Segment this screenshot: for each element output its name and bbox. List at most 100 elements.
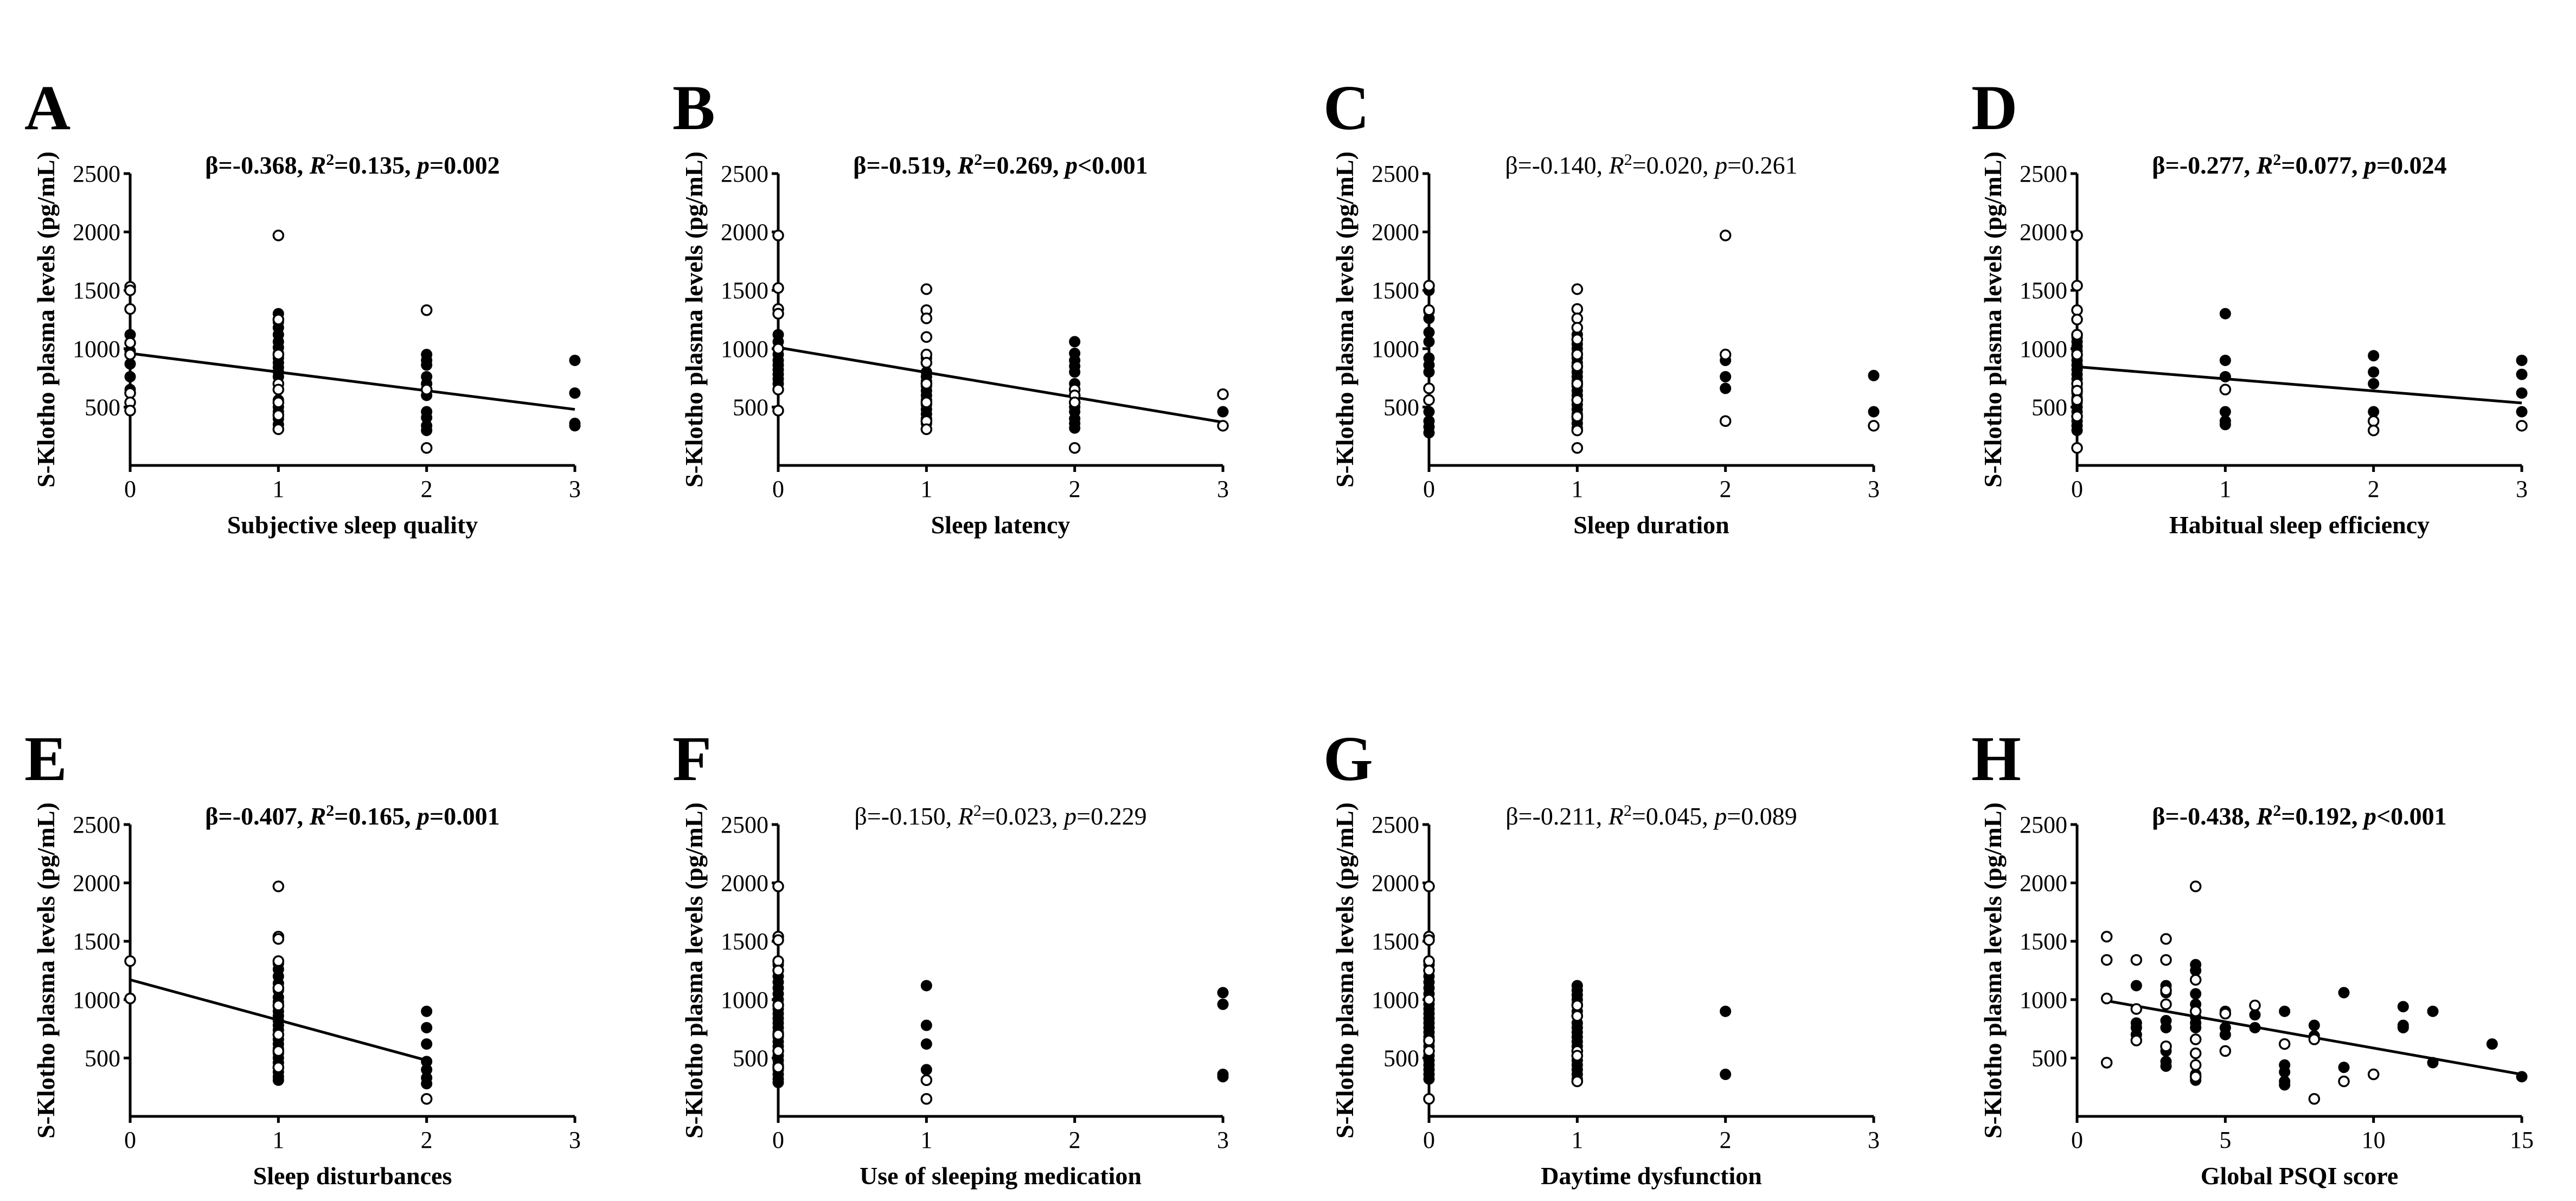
y-tick-label-d-2000: 2000: [2020, 219, 2067, 246]
data-point-filled-h-26: [2249, 1021, 2261, 1033]
data-point-open-a-13: [272, 397, 285, 408]
data-point-open-h-13: [2189, 974, 2202, 986]
data-point-open-a-16: [420, 304, 433, 316]
data-point-filled-d-23: [2219, 370, 2231, 382]
stats-r2-letter-a: R: [309, 151, 326, 179]
y-tick-label-h-1500: 1500: [2020, 928, 2067, 955]
stats-annotation-d: β=-0.277, R2=0.077, p=0.024: [2152, 151, 2446, 180]
panel-g: G S-Klotho plasma levels (pg/mL) 500 1000 15…: [1323, 723, 1880, 1190]
data-point-filled-a-2: [124, 358, 136, 370]
data-point-open-c-7: [1571, 322, 1584, 334]
data-point-open-a-3: [124, 337, 136, 349]
data-point-filled-c-12: [1423, 427, 1435, 439]
y-axis-label-d: S-Klotho plasma levels (pg/mL): [1979, 151, 2007, 488]
y-tick-label-b-500: 500: [733, 394, 768, 420]
x-tick-label-h-0: 0: [2071, 1127, 2083, 1153]
y-tick-label-f-1500: 1500: [721, 928, 768, 955]
stats-annotation-a: β=-0.368, R2=0.135, p=0.002: [205, 151, 499, 180]
data-point-open-a-9: [272, 314, 285, 325]
data-point-filled-c-3: [1423, 327, 1435, 338]
y-tick-label-e-1500: 1500: [73, 928, 120, 955]
y-tick-label-f-1000: 1000: [721, 987, 768, 1013]
stats-r2-sup-h: 2: [2273, 802, 2281, 820]
stats-beta-a: β=-0.368,: [205, 151, 303, 179]
data-point-filled-d-29: [2368, 378, 2380, 389]
y-tick-label-a-2500: 2500: [73, 161, 120, 187]
data-point-filled-h-35: [2338, 1062, 2350, 1074]
stats-annotation-f: β=-0.150, R2=0.023, p=0.229: [854, 802, 1146, 831]
y-tick-label-d-2500: 2500: [2020, 161, 2067, 187]
y-axis-label-e: S-Klotho plasma levels (pg/mL): [32, 802, 60, 1139]
stats-r2-value-c: =0.020,: [1632, 151, 1709, 179]
data-point-filled-f-29: [1217, 987, 1229, 999]
data-point-filled-d-33: [2516, 387, 2528, 399]
panel-d: D S-Klotho plasma levels (pg/mL) 500 1000 15…: [1971, 72, 2528, 539]
stats-beta-h: β=-0.438,: [2152, 802, 2250, 830]
data-point-filled-d-28: [2368, 366, 2380, 378]
data-point-open-b-21: [1217, 388, 1229, 400]
data-point-filled-d-21: [2219, 308, 2231, 320]
data-point-open-g-10: [1571, 1010, 1584, 1022]
data-point-filled-h-34: [2338, 987, 2350, 999]
data-point-open-g-12: [1571, 1050, 1584, 1062]
data-point-open-d-3: [2071, 314, 2083, 325]
y-tick-label-f-2500: 2500: [721, 812, 768, 838]
y-axis-label-a: S-Klotho plasma levels (pg/mL): [32, 151, 60, 488]
data-point-filled-d-22: [2219, 354, 2231, 366]
data-point-open-a-17: [420, 384, 433, 395]
data-point-filled-f-27: [920, 1038, 932, 1050]
data-point-open-g-8: [1423, 1093, 1435, 1105]
y-tick-label-d-1500: 1500: [2020, 277, 2067, 304]
data-point-filled-c-38: [1868, 369, 1880, 381]
data-point-open-e-5: [272, 955, 285, 967]
y-tick-label-c-2000: 2000: [1372, 219, 1419, 246]
stats-r2-sup-f: 2: [973, 802, 982, 820]
data-point-open-b-7: [920, 283, 933, 295]
data-point-open-c-8: [1571, 333, 1584, 346]
data-point-open-h-7: [2160, 933, 2172, 945]
data-point-open-h-10: [2160, 998, 2172, 1011]
data-point-open-c-4: [1571, 283, 1584, 295]
stats-p-letter-h: p: [2362, 802, 2376, 830]
data-point-filled-h-0: [2130, 980, 2142, 992]
panel-a: A S-Klotho plasma levels (pg/mL) 500 1000 15…: [24, 72, 581, 539]
panel-letter-a: A: [24, 72, 71, 143]
data-point-filled-h-24: [2219, 1028, 2231, 1040]
data-point-open-b-13: [920, 378, 933, 390]
data-point-open-d-14: [2516, 420, 2528, 432]
data-point-filled-h-40: [2427, 1057, 2439, 1069]
y-tick-label-e-500: 500: [85, 1045, 120, 1071]
x-tick-label-e-2: 2: [421, 1127, 433, 1153]
data-point-open-h-24: [2308, 1033, 2321, 1045]
stats-annotation-e: β=-0.407, R2=0.165, p=0.001: [205, 802, 499, 831]
data-point-filled-h-39: [2427, 1005, 2439, 1017]
data-point-filled-d-32: [2516, 368, 2528, 380]
y-tick-label-g-2500: 2500: [1372, 812, 1419, 838]
stats-r2-sup-a: 2: [326, 151, 334, 169]
data-point-open-c-3: [1423, 394, 1435, 406]
stats-r2-sup-e: 2: [326, 802, 334, 820]
stats-r2-letter-h: R: [2256, 802, 2273, 830]
data-point-filled-h-38: [2397, 1021, 2409, 1033]
y-tick-label-g-1000: 1000: [1372, 987, 1419, 1013]
data-point-open-c-11: [1571, 378, 1584, 390]
data-point-open-d-4: [2071, 329, 2083, 341]
y-axis-label-b: S-Klotho plasma levels (pg/mL): [680, 151, 708, 488]
data-point-filled-f-26: [920, 1019, 932, 1031]
data-point-open-a-1: [124, 284, 136, 296]
data-point-open-d-9: [2071, 410, 2083, 423]
stats-p-value-f: =0.229: [1076, 802, 1146, 830]
data-point-filled-f-25: [920, 980, 932, 992]
data-point-open-c-10: [1571, 360, 1584, 372]
data-point-open-c-6: [1571, 312, 1584, 324]
data-point-open-h-18: [2189, 1071, 2202, 1083]
data-point-open-h-25: [2338, 1075, 2350, 1088]
x-tick-label-e-3: 3: [569, 1127, 581, 1153]
stats-p-value-b: <0.001: [1078, 151, 1148, 179]
data-point-filled-h-18: [2190, 1021, 2202, 1033]
data-point-filled-c-35: [1720, 370, 1732, 382]
data-point-filled-h-25: [2249, 1009, 2261, 1021]
y-axis-label-f: S-Klotho plasma levels (pg/mL): [680, 802, 708, 1139]
y-tick-label-e-2000: 2000: [73, 870, 120, 897]
data-point-open-c-19: [1868, 420, 1880, 432]
